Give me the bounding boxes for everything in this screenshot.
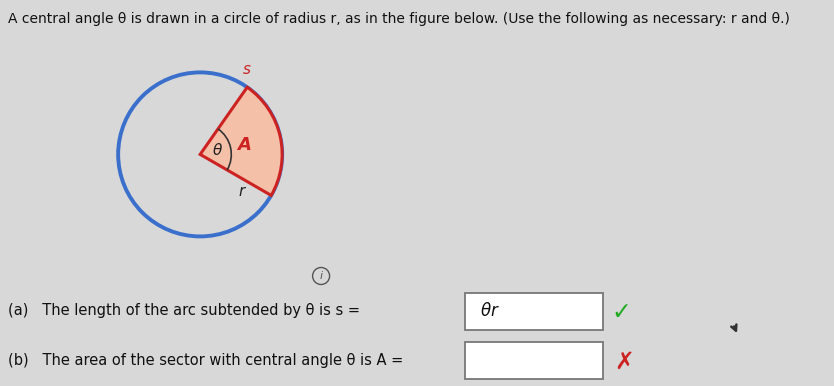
Text: ✓: ✓ <box>611 300 631 323</box>
Text: (a)   The length of the arc subtended by θ is s =: (a) The length of the arc subtended by θ… <box>8 303 364 318</box>
Text: i: i <box>319 271 323 281</box>
Text: A central angle θ is drawn in a circle of radius r, as in the figure below. (Use: A central angle θ is drawn in a circle o… <box>8 12 790 26</box>
Text: s: s <box>243 63 251 78</box>
Text: $\theta$: $\theta$ <box>212 142 224 159</box>
Text: (b)   The area of the sector with central angle θ is A =: (b) The area of the sector with central … <box>8 354 408 368</box>
Text: ✗: ✗ <box>614 350 634 374</box>
FancyBboxPatch shape <box>465 342 603 379</box>
Text: r: r <box>239 184 244 199</box>
Text: A: A <box>237 135 251 154</box>
Text: $\theta$r: $\theta$r <box>480 302 500 320</box>
FancyBboxPatch shape <box>465 293 603 330</box>
Wedge shape <box>200 87 282 195</box>
